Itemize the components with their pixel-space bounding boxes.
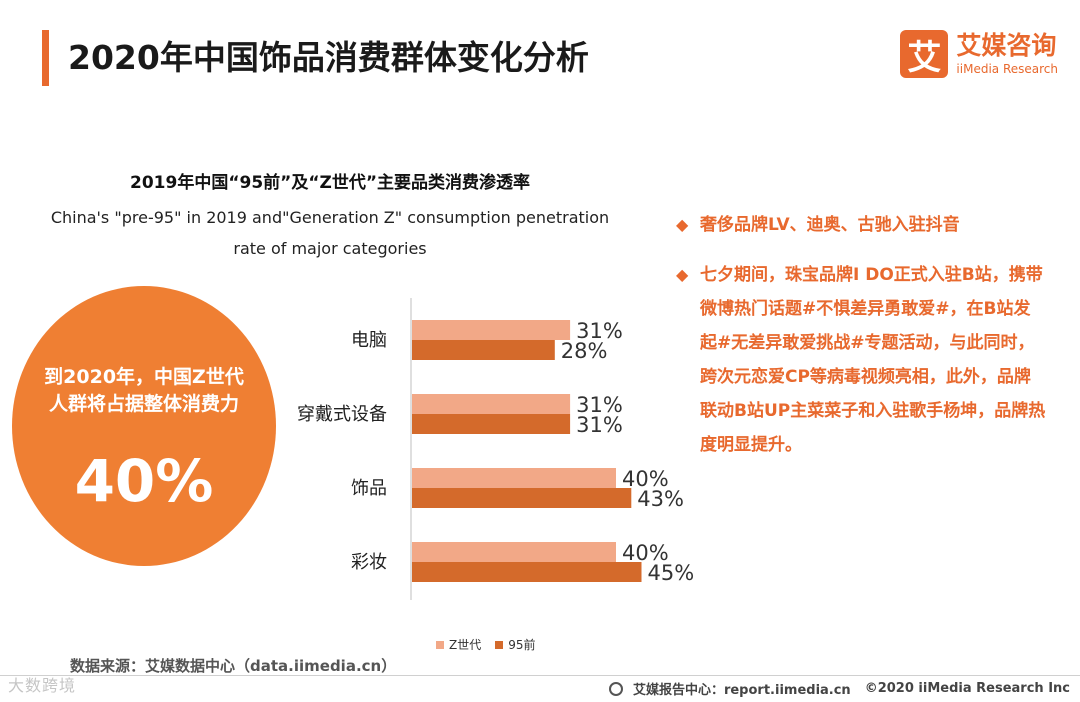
bar-z [412, 468, 616, 488]
footer-copyright: ©2020 iiMedia Research Inc [864, 681, 1070, 696]
insight-text: 奢侈品牌LV、迪奥、古驰入驻抖音 [700, 215, 960, 235]
data-label: 31% [576, 319, 623, 343]
chart-legend: Z世代 95前 [436, 636, 550, 653]
brand-logo-icon: 艾 [900, 30, 949, 78]
legend-label-z: Z世代 [449, 638, 482, 652]
bar-z [412, 394, 571, 414]
diamond-icon: ◆ [676, 215, 689, 234]
insight-item: ◆ 七夕期间，珠宝品牌I DO正式入驻B站，携带微博热门话题#不惧差异勇敢爱#，… [676, 258, 1046, 462]
brand-name-cn: 艾媒咨询 [956, 31, 1057, 60]
footer: 艾媒报告中心：report.iimedia.cn ©2020 iiMedia R… [608, 679, 1070, 698]
category-label: 饰品 [351, 478, 387, 499]
brand-name-en: iiMedia Research [956, 62, 1058, 76]
legend-swatch-pre95 [495, 640, 504, 649]
title-accent-bar [42, 30, 49, 86]
globe-icon [608, 681, 623, 696]
bar-chart: 电脑 31%28%穿戴式设备 31%31%饰品 40%43%彩妆 40%45% [297, 298, 695, 600]
legend-label-pre95: 95前 [508, 638, 536, 652]
category-label: 电脑 [351, 330, 387, 351]
footer-report: 艾媒报告中心：report.iimedia.cn [632, 683, 851, 698]
legend-item-pre95: 95前 [495, 636, 536, 653]
watermark: 大数跨境 [8, 676, 77, 695]
chart-title: 2019年中国“95前”及“Z世代”主要品类消费渗透率 [130, 173, 530, 193]
highlight-circle: 到2020年，中国Z世代人群将占据整体消费力 40% [12, 286, 276, 566]
data-label: 43% [637, 487, 684, 511]
insight-list: ◆ 奢侈品牌LV、迪奥、古驰入驻抖音 ◆ 七夕期间，珠宝品牌I DO正式入驻B站… [676, 208, 1046, 478]
insight-text: 七夕期间，珠宝品牌I DO正式入驻B站，携带微博热门话题#不惧差异勇敢爱#，在B… [700, 265, 1046, 455]
bar-z [412, 320, 571, 340]
bar-z [412, 542, 616, 562]
highlight-text: 到2020年，中国Z世代人群将占据整体消费力 [44, 366, 244, 415]
chart-subtitle: China's "pre-95" in 2019 and"Generation … [30, 202, 630, 264]
diamond-icon: ◆ [676, 265, 689, 284]
bar-pre95 [412, 340, 555, 360]
page-title: 2020年中国饰品消费群体变化分析 [68, 38, 589, 77]
category-label: 穿戴式设备 [297, 404, 387, 425]
legend-swatch-z [436, 640, 444, 649]
chart-subtitle-line: rate of major categories [233, 239, 427, 258]
data-label: 31% [576, 413, 623, 437]
data-label: 40% [622, 541, 669, 565]
data-source: 数据来源：艾媒数据中心（data.iimedia.cn） [70, 657, 397, 675]
insight-item: ◆ 奢侈品牌LV、迪奥、古驰入驻抖音 [676, 208, 1046, 242]
footer-divider [0, 675, 1080, 676]
brand-block: 艾 艾媒咨询 iiMedia Research [900, 30, 1058, 78]
bar-pre95 [412, 488, 632, 508]
bar-pre95 [412, 414, 571, 434]
highlight-value: 40% [74, 447, 214, 515]
category-label: 彩妆 [351, 552, 387, 573]
data-label: 28% [561, 339, 608, 363]
bar-pre95 [412, 562, 642, 582]
data-label: 40% [622, 467, 669, 491]
data-label: 45% [648, 561, 695, 585]
data-label: 31% [576, 393, 623, 417]
chart-subtitle-line: China's "pre-95" in 2019 and"Generation … [50, 208, 610, 227]
legend-item-z: Z世代 [436, 636, 481, 653]
